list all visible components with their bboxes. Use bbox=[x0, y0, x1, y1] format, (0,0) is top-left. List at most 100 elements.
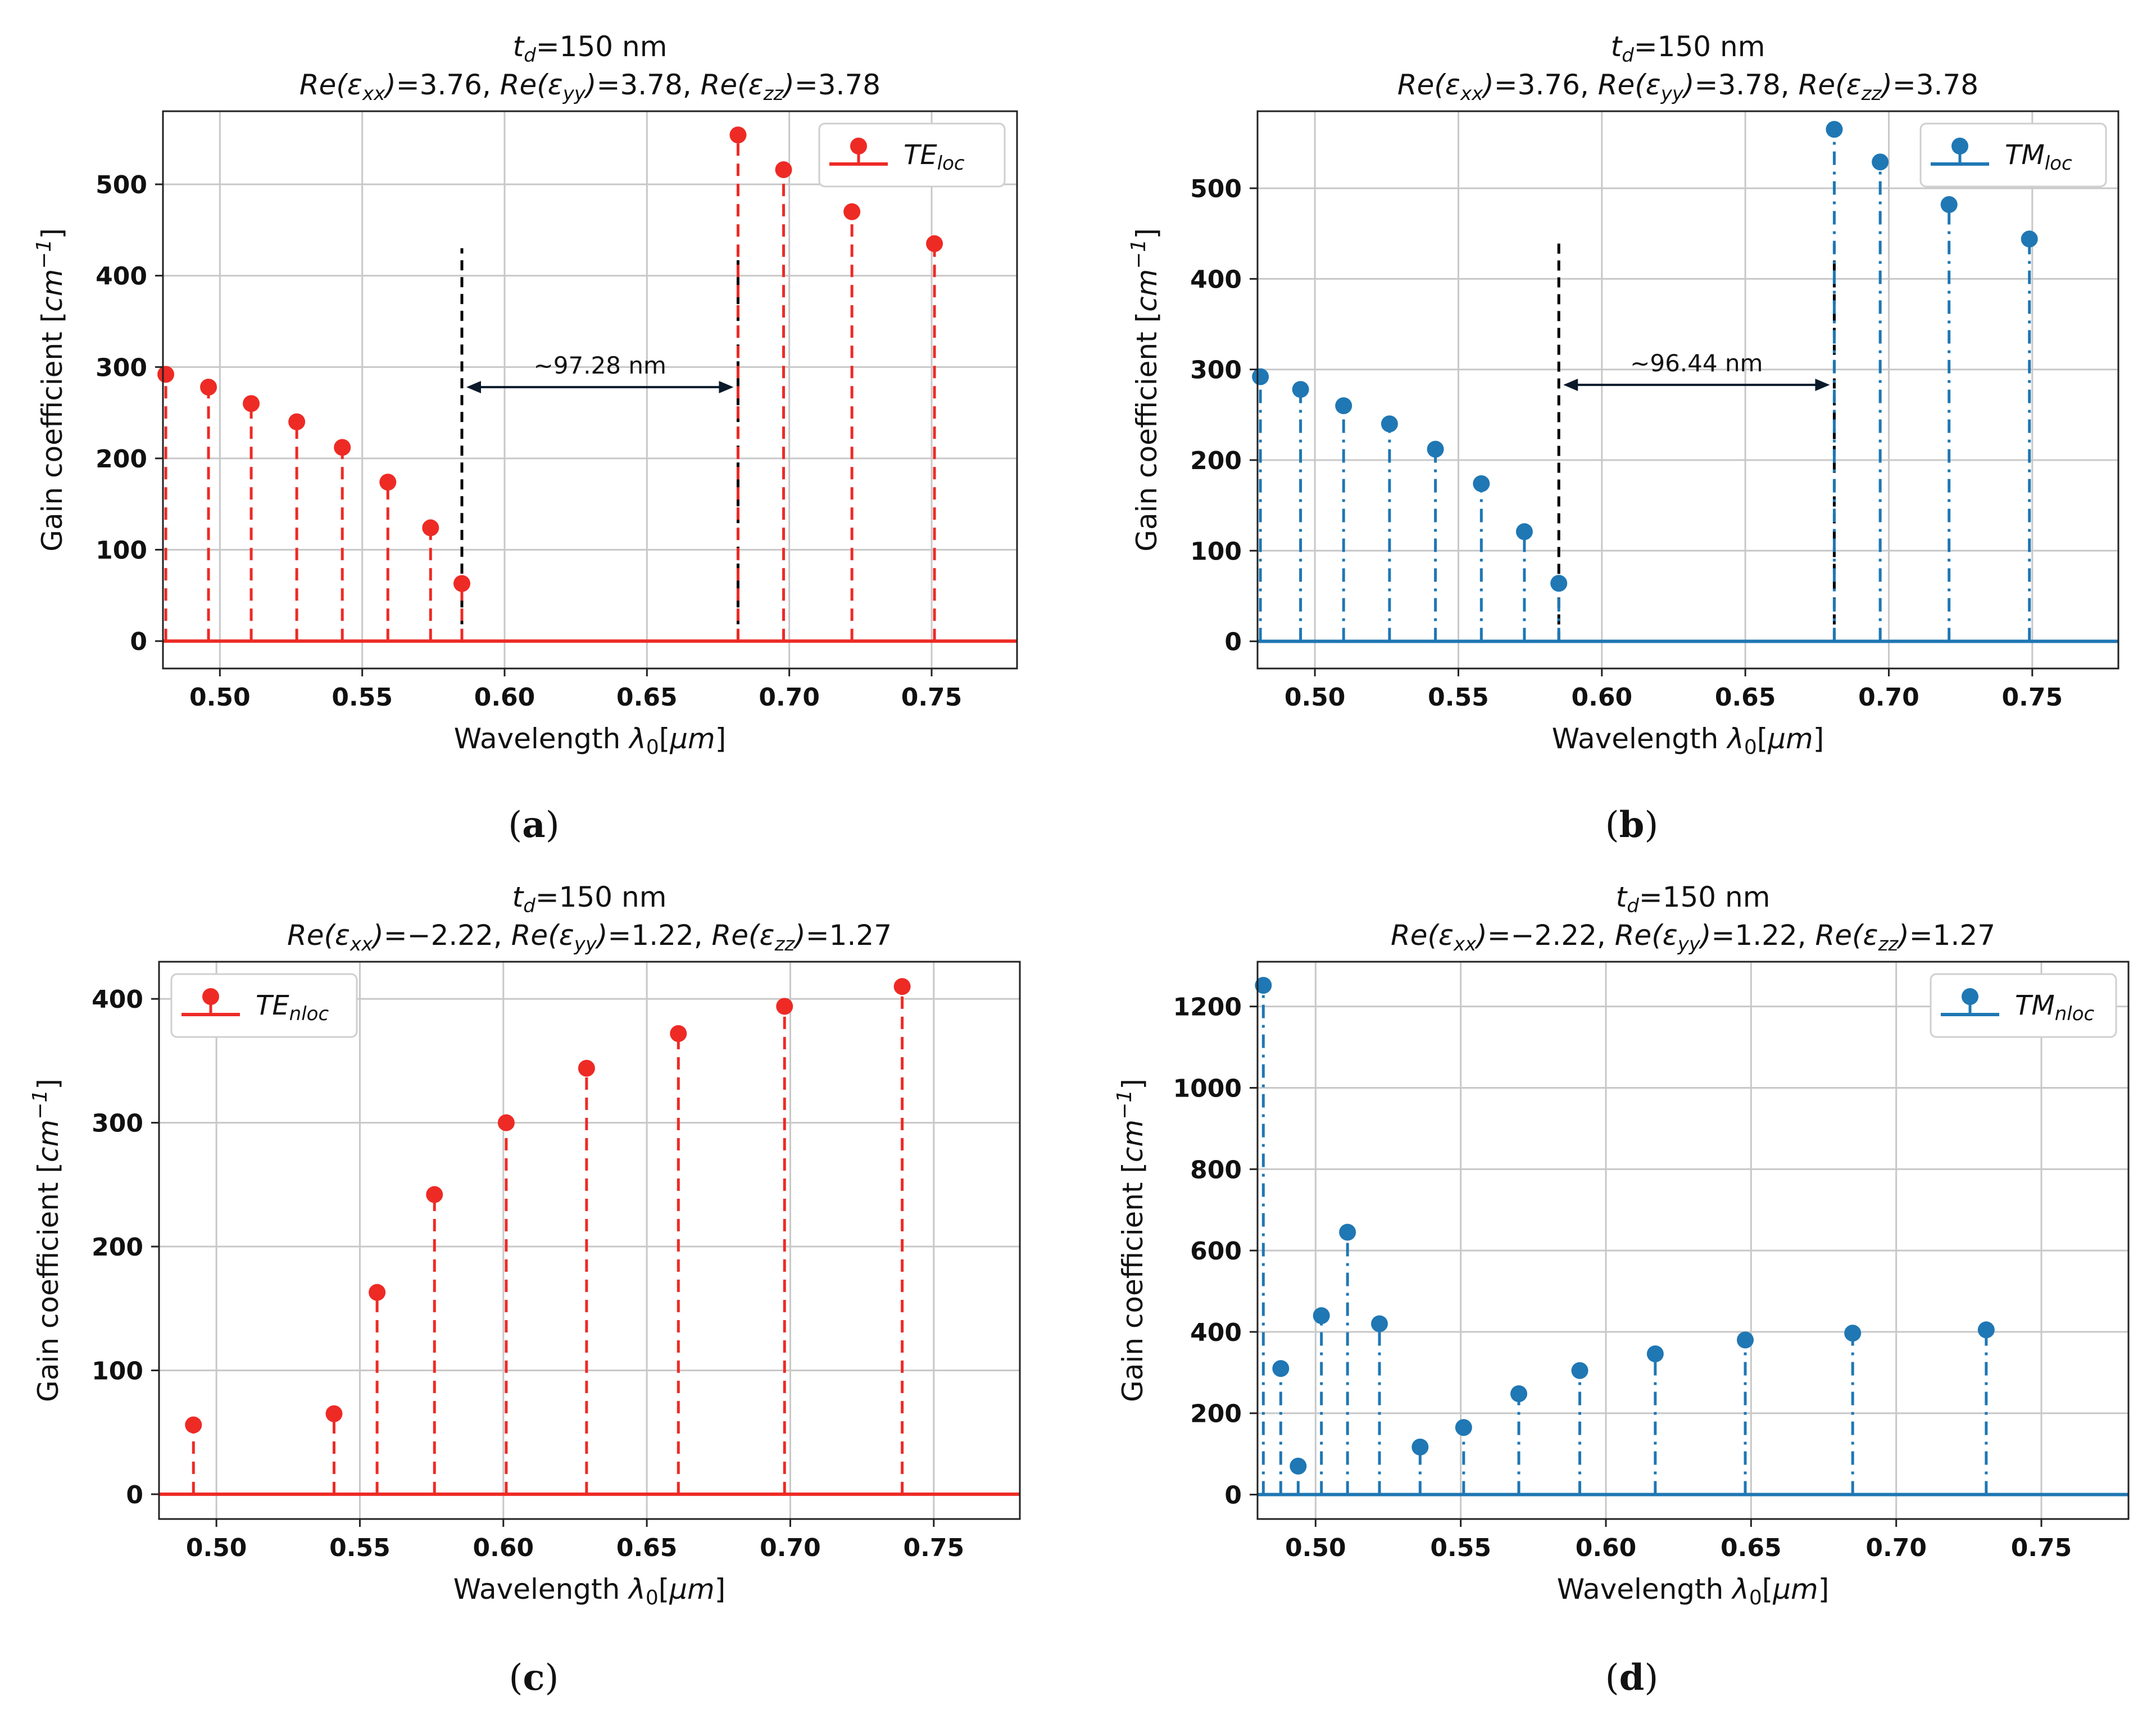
x-tick-label: 0.65 bbox=[1721, 1534, 1782, 1562]
stem-marker bbox=[1335, 397, 1352, 414]
y-tick-label: 600 bbox=[1190, 1237, 1242, 1266]
y-tick-label: 300 bbox=[96, 353, 147, 382]
stem-marker bbox=[1455, 1419, 1472, 1436]
x-axis-label: Wavelength λ0[μm] bbox=[453, 1573, 726, 1609]
x-tick-label: 0.50 bbox=[186, 1534, 247, 1562]
x-tick-label: 0.50 bbox=[1284, 683, 1346, 712]
x-axis-label: Wavelength λ0[μm] bbox=[1557, 1573, 1830, 1609]
stem-marker bbox=[1411, 1439, 1428, 1456]
panel-caption: (b) bbox=[1605, 804, 1659, 846]
chart-title-line1: td=150 nm bbox=[1611, 30, 1765, 67]
plot-frame bbox=[1258, 111, 2118, 668]
y-axis-label: Gain coefficient [cm−1] bbox=[29, 1079, 65, 1402]
plot-frame bbox=[163, 111, 1017, 668]
x-tick-label: 0.55 bbox=[329, 1534, 391, 1562]
stem-marker bbox=[1313, 1307, 1330, 1324]
panel-caption: (c) bbox=[509, 1657, 559, 1699]
chart-title-line2: Re(εxx)=−2.22, Re(εyy)=1.22, Re(εzz)=1.2… bbox=[287, 919, 892, 956]
stem-marker bbox=[426, 1186, 443, 1203]
chart-title-line2: Re(εxx)=3.76, Re(εyy)=3.78, Re(εzz)=3.78 bbox=[1397, 69, 1978, 105]
x-tick-label: 0.75 bbox=[2002, 683, 2063, 712]
stem-marker bbox=[1339, 1224, 1356, 1241]
legend-marker-swatch bbox=[850, 138, 867, 154]
stem-marker bbox=[369, 1284, 385, 1301]
stem-marker bbox=[498, 1115, 515, 1131]
x-tick-label: 0.65 bbox=[1715, 683, 1776, 712]
stem-marker bbox=[1272, 1360, 1289, 1377]
stem-marker bbox=[185, 1416, 202, 1433]
x-tick-label: 0.70 bbox=[760, 1534, 821, 1562]
stem-marker bbox=[1647, 1345, 1664, 1362]
chart-title-line1: td=150 nm bbox=[513, 30, 668, 67]
stem-marker bbox=[1844, 1325, 1861, 1341]
legend: TMnloc bbox=[1931, 974, 2116, 1037]
stem-marker bbox=[334, 439, 351, 456]
y-tick-label: 800 bbox=[1190, 1156, 1242, 1184]
stem-marker bbox=[1978, 1321, 1995, 1338]
y-tick-label: 500 bbox=[96, 171, 147, 199]
y-tick-label: 100 bbox=[96, 536, 147, 565]
stem-marker bbox=[243, 395, 260, 412]
stem-marker bbox=[1371, 1315, 1388, 1332]
y-tick-label: 1200 bbox=[1173, 993, 1242, 1022]
x-tick-label: 0.55 bbox=[332, 683, 393, 712]
stem-marker bbox=[1510, 1385, 1527, 1402]
x-tick-label: 0.65 bbox=[616, 683, 678, 712]
x-tick-label: 0.75 bbox=[2011, 1534, 2072, 1562]
gap-annotation-label: ~97.28 nm bbox=[534, 352, 666, 379]
y-tick-label: 100 bbox=[92, 1357, 143, 1385]
legend-marker-swatch bbox=[1962, 988, 1978, 1005]
stem-marker bbox=[157, 366, 174, 383]
y-tick-label: 500 bbox=[1190, 175, 1242, 203]
stem-marker bbox=[453, 575, 470, 592]
legend-marker-swatch bbox=[202, 988, 219, 1005]
y-axis-label: Gain coefficient [cm−1] bbox=[33, 228, 69, 552]
plot-frame bbox=[1258, 962, 2128, 1519]
legend: TEloc bbox=[819, 124, 1005, 187]
legend: TEnloc bbox=[171, 974, 357, 1037]
stem-marker bbox=[326, 1406, 343, 1422]
x-tick-label: 0.60 bbox=[473, 1534, 534, 1562]
x-tick-label: 0.55 bbox=[1428, 683, 1489, 712]
y-tick-label: 200 bbox=[92, 1233, 143, 1262]
y-axis-label: Gain coefficient [cm−1] bbox=[1113, 1079, 1149, 1402]
chart-title-line2: Re(εxx)=3.76, Re(εyy)=3.78, Re(εzz)=3.78 bbox=[299, 69, 880, 105]
stem-marker bbox=[422, 520, 439, 536]
y-tick-label: 300 bbox=[92, 1109, 143, 1138]
y-tick-label: 200 bbox=[96, 445, 147, 474]
stem-marker bbox=[1872, 153, 1889, 170]
stem-marker bbox=[1252, 369, 1269, 385]
y-tick-label: 0 bbox=[126, 1481, 143, 1509]
x-tick-label: 0.60 bbox=[474, 683, 535, 712]
stem-marker bbox=[926, 235, 943, 252]
stem-marker bbox=[2021, 230, 2038, 247]
stem-marker bbox=[1381, 415, 1398, 432]
stem-marker bbox=[776, 998, 793, 1015]
y-tick-label: 0 bbox=[1224, 1481, 1242, 1510]
y-tick-label: 400 bbox=[1190, 265, 1242, 294]
y-tick-label: 200 bbox=[1190, 1400, 1242, 1429]
y-tick-label: 100 bbox=[1190, 537, 1242, 566]
y-tick-label: 200 bbox=[1190, 447, 1242, 475]
panel-caption: (a) bbox=[508, 804, 559, 846]
y-tick-label: 400 bbox=[1190, 1318, 1242, 1347]
x-tick-label: 0.50 bbox=[189, 683, 251, 712]
gap-arrow-head-right bbox=[719, 381, 733, 393]
y-tick-label: 300 bbox=[1190, 356, 1242, 385]
x-tick-label: 0.55 bbox=[1430, 1534, 1491, 1562]
stem-marker bbox=[894, 978, 911, 995]
x-tick-label: 0.50 bbox=[1285, 1534, 1346, 1562]
chart-title-line1: td=150 nm bbox=[1616, 881, 1771, 917]
x-tick-label: 0.70 bbox=[1858, 683, 1919, 712]
x-tick-label: 0.75 bbox=[901, 683, 963, 712]
stem-marker bbox=[1550, 575, 1567, 592]
gap-arrow-head-left bbox=[466, 381, 481, 393]
stem-marker bbox=[200, 379, 217, 395]
y-tick-label: 0 bbox=[1224, 628, 1242, 657]
legend-marker-swatch bbox=[1951, 138, 1968, 154]
stem-marker bbox=[670, 1025, 687, 1042]
